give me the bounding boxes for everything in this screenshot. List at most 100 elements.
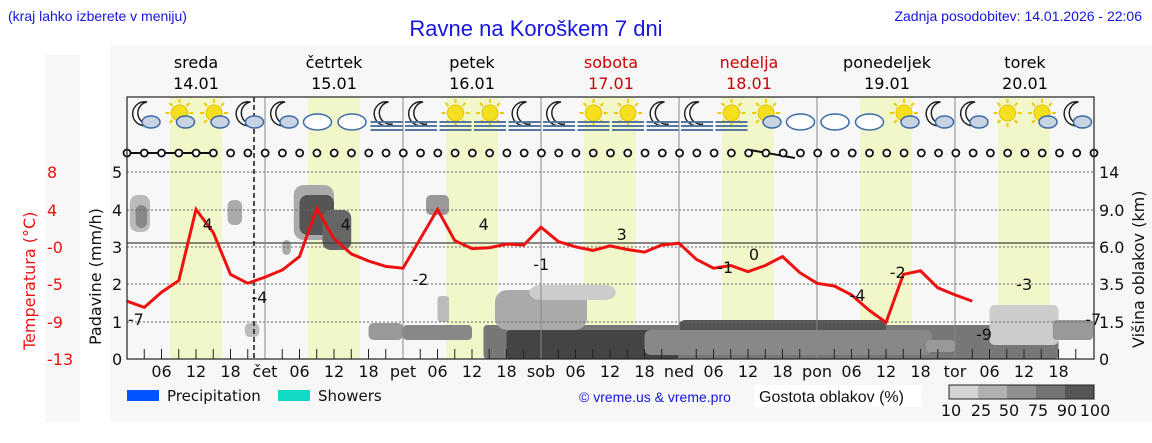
x-tick-label: pon <box>802 362 832 381</box>
temp-label: -2 <box>413 270 429 289</box>
x-tick-label: 12 <box>1014 362 1034 381</box>
temp-label: -1 <box>717 258 733 277</box>
x-axis: 06 12 18 čet 06 12 18 pet 06 12 18 sob 06 12 18 ned 06 12… <box>151 362 1068 381</box>
wind-calm-icon <box>1003 148 1013 158</box>
x-tick-label: 06 <box>427 362 447 381</box>
x-tick-label: 18 <box>1048 362 1068 381</box>
wind-calm-icon <box>139 148 149 158</box>
precipitation-swatch <box>127 390 159 401</box>
cloud-icon <box>785 113 816 131</box>
cloud-height-tick: 3.5 <box>1099 275 1124 294</box>
temp-label: 4 <box>341 215 351 234</box>
rain-tick: 2 <box>112 275 122 294</box>
density-tick: 50 <box>999 401 1019 420</box>
wind-calm-icon <box>951 148 961 158</box>
moon-cloud-icon <box>235 101 265 129</box>
wind-calm-icon <box>312 148 322 158</box>
temp-tick: -0 <box>47 238 63 257</box>
density-swatch <box>1007 385 1036 399</box>
wind-calm-icon <box>416 148 425 158</box>
sun-fog-icon <box>474 99 506 131</box>
wind-calm-icon <box>934 148 943 158</box>
sun-fog-icon <box>612 99 644 131</box>
moon-fog-icon <box>646 101 679 131</box>
density-tick: 25 <box>971 401 991 420</box>
wind-calm-icon <box>226 148 236 158</box>
wind-calm-icon <box>865 148 874 158</box>
wind-calm-icon <box>329 148 339 158</box>
sun-cloud-icon <box>1028 99 1058 129</box>
moon-cloud-icon <box>925 101 955 129</box>
x-tick-label: ned <box>664 362 694 381</box>
day-name: petek <box>449 53 495 72</box>
sun-cloud-icon <box>200 99 230 129</box>
wind-calm-icon <box>433 148 443 158</box>
day-date: 18.01 <box>726 74 772 93</box>
x-tick-label: 06 <box>565 362 585 381</box>
sun-cloud-icon <box>890 99 920 129</box>
day-date: 20.01 <box>1002 74 1048 93</box>
x-tick-label: 12 <box>186 362 206 381</box>
x-tick-label: 12 <box>600 362 620 381</box>
temp-label: 4 <box>479 215 489 234</box>
sun-icon <box>993 99 1022 127</box>
x-tick-label: 06 <box>703 362 723 381</box>
moon-fog-icon <box>370 101 403 131</box>
location-menu-hint[interactable]: (kraj lahko izberete v meniju) <box>8 8 187 24</box>
temp-label: -7 <box>1085 310 1101 329</box>
moon-fog-icon <box>543 101 575 131</box>
x-tick-label: čet <box>253 362 278 381</box>
cloud-height-tick: 6.0 <box>1099 238 1124 257</box>
cloud-icon <box>302 113 333 131</box>
page-title: Ravne na Koroškem 7 dni <box>409 16 663 41</box>
wind-calm-icon <box>364 148 374 158</box>
day-date: 15.01 <box>311 74 357 93</box>
density-tick: 10 <box>941 401 961 420</box>
wind-calm-icon <box>295 148 305 158</box>
rain-tick: 0 <box>112 350 122 369</box>
day-name: ponedeljek <box>843 53 932 72</box>
wind-calm-icon <box>709 148 719 158</box>
temp-label: -1 <box>533 255 549 274</box>
temp-label: -7 <box>128 310 144 329</box>
density-swatch <box>1065 385 1094 399</box>
wind-calm-icon <box>796 148 805 158</box>
wind-calm-icon <box>675 148 684 158</box>
wind-calm-icon <box>537 148 546 158</box>
x-tick-label: 06 <box>979 362 999 381</box>
wind-calm-icon <box>519 148 529 158</box>
wind-calm-icon <box>208 148 218 158</box>
x-tick-label: 12 <box>738 362 758 381</box>
wind-calm-icon <box>485 148 495 158</box>
x-tick-label: tor <box>944 362 967 381</box>
credit-link[interactable]: © vreme.us & vreme.pro <box>579 389 731 405</box>
wind-calm-icon <box>657 148 667 158</box>
sun-fog-icon <box>715 99 748 131</box>
density-legend-label: Gostota oblakov (%) <box>759 389 904 406</box>
wind-calm-icon <box>916 148 926 158</box>
wind-calm-icon <box>502 148 512 158</box>
wind-calm-icon <box>398 148 408 158</box>
temp-label: -3 <box>1016 275 1032 294</box>
moon-cloud-icon <box>269 101 299 129</box>
temp-axis-label: Temperatura (°C) <box>20 212 39 351</box>
showers-legend: Showers <box>318 387 382 405</box>
last-update: Zadnja posodobitev: 14.01.2026 - 22:06 <box>894 8 1142 24</box>
temp-tick: -13 <box>47 350 73 369</box>
temp-label: -4 <box>850 286 866 305</box>
cloud-icon <box>820 113 850 131</box>
moon-cloud-icon <box>131 101 161 129</box>
wind-calm-icon <box>847 148 857 158</box>
wind-calm-icon <box>278 148 287 158</box>
cloud-height-tick: 14 <box>1099 163 1119 182</box>
wind-row <box>122 148 1099 159</box>
cloud-height-tick: 0 <box>1099 350 1109 369</box>
wind-calm-icon <box>744 148 754 158</box>
wind-calm-icon <box>985 148 995 158</box>
legend: Precipitation Showers © vreme.us & vreme.p… <box>127 384 1110 420</box>
wind-calm-icon <box>1055 148 1064 158</box>
temp-label: 4 <box>203 215 213 234</box>
day-name: sreda <box>174 53 218 72</box>
temp-label: 0 <box>749 245 759 264</box>
